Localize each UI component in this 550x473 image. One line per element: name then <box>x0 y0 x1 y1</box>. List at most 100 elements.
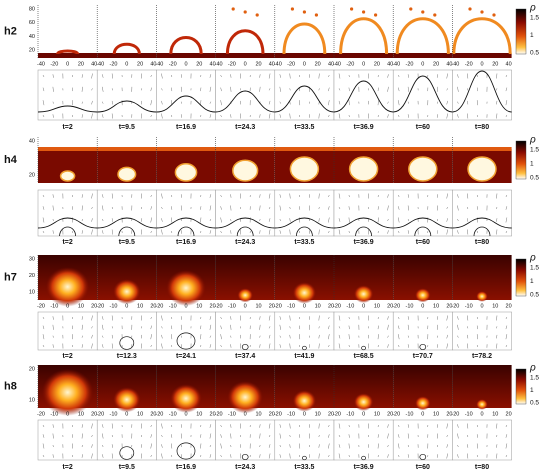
velocity-arrow <box>42 316 45 320</box>
velocity-arrow <box>171 217 173 223</box>
velocity-arrow <box>397 230 400 234</box>
velocity-arrow <box>200 114 202 118</box>
velocity-arrow <box>377 87 379 92</box>
velocity-arrow <box>338 100 341 105</box>
velocity-arrow <box>457 444 459 448</box>
x-tick-label: 20 <box>328 303 334 309</box>
velocity-arrow <box>387 230 389 234</box>
velocity-arrow <box>171 443 173 449</box>
vector-frame <box>156 69 216 121</box>
velocity-arrow <box>171 434 173 438</box>
glow <box>170 384 202 413</box>
velocity-arrow <box>259 335 261 338</box>
velocity-arrow <box>140 218 143 222</box>
vector-frame <box>392 189 453 237</box>
velocity-arrow <box>140 100 143 105</box>
vector-frame <box>274 69 335 121</box>
x-tick-label: 40 <box>210 61 216 67</box>
x-tick-label: -40 <box>274 61 282 67</box>
velocity-arrow <box>52 433 54 439</box>
velocity-arrow <box>81 316 83 320</box>
vector-frame <box>215 189 276 237</box>
time-label: t=33.5 <box>294 239 314 246</box>
velocity-arrow <box>338 326 341 329</box>
velocity-arrow <box>407 194 409 198</box>
velocity-arrow <box>387 205 389 211</box>
velocity-arrow <box>220 100 222 106</box>
velocity-arrow <box>496 206 498 210</box>
x-tick-label: 10 <box>315 303 321 309</box>
velocity-arrow <box>318 423 320 429</box>
glow <box>476 399 488 410</box>
velocity-arrow <box>230 444 232 448</box>
velocity-arrow <box>289 343 291 349</box>
velocity-arrow <box>161 434 163 438</box>
velocity-arrow <box>496 218 498 222</box>
droplet <box>409 7 413 11</box>
dense-layer <box>452 53 512 58</box>
velocity-arrow <box>81 344 83 348</box>
x-tick-label: -10 <box>287 411 295 417</box>
velocity-arrow <box>397 454 400 458</box>
velocity-arrow <box>230 424 232 428</box>
velocity-arrow <box>467 229 469 235</box>
y-tick-label: 40 <box>29 34 35 40</box>
velocity-arrow <box>200 316 202 320</box>
velocity-arrow <box>150 194 152 198</box>
droplet <box>314 13 318 17</box>
velocity-arrow <box>101 433 104 439</box>
velocity-arrow <box>328 334 330 340</box>
velocity-arrow <box>436 114 439 118</box>
colorbar-tick: 1 <box>530 161 534 168</box>
glow <box>112 387 141 413</box>
vector-frame <box>37 189 98 237</box>
velocity-arrow <box>150 443 152 449</box>
interface <box>215 217 275 229</box>
x-tick-label: -20 <box>37 411 45 417</box>
bubble-contour <box>119 336 135 350</box>
vector-frame <box>37 69 98 121</box>
x-tick-label: 10 <box>315 411 321 417</box>
x-tick-label: -20 <box>96 411 104 417</box>
velocity-arrow <box>230 86 232 92</box>
x-tick-label: -20 <box>333 411 341 417</box>
x-tick-label: -20 <box>274 411 282 417</box>
velocity-arrow <box>289 444 291 448</box>
x-tick-label: 0 <box>362 303 365 309</box>
x-tick-label: -10 <box>228 411 236 417</box>
velocity-arrow <box>150 434 152 438</box>
velocity-arrow <box>348 74 350 78</box>
velocity-arrow <box>111 434 113 438</box>
time-label: t=37.4 <box>235 353 255 360</box>
velocity-arrow <box>209 205 212 211</box>
velocity-arrow <box>200 194 202 198</box>
velocity-arrow <box>42 194 45 198</box>
vector-frame <box>392 69 453 121</box>
colorbar-tick: 1.5 <box>530 265 539 272</box>
x-tick-label: 20 <box>137 61 143 67</box>
velocity-arrow <box>268 113 271 119</box>
velocity-arrow <box>446 343 448 349</box>
velocity-arrow <box>279 218 282 222</box>
velocity-arrow <box>446 315 448 321</box>
velocity-arrow <box>220 443 222 449</box>
x-tick-label: 40 <box>91 61 97 67</box>
bubble-contour <box>119 446 135 460</box>
velocity-arrow <box>209 454 212 458</box>
velocity-arrow <box>101 454 104 458</box>
velocity-arrow <box>91 206 93 210</box>
velocity-arrow <box>407 454 409 458</box>
velocity-arrow <box>81 444 83 448</box>
time-label: t=9.5 <box>119 464 135 471</box>
time-label: t=36.9 <box>354 124 374 131</box>
x-tick-label: -10 <box>406 303 414 309</box>
velocity-arrow <box>91 100 93 105</box>
velocity-arrow <box>289 206 291 210</box>
velocity-arrow <box>407 444 409 448</box>
velocity-arrow <box>436 444 439 448</box>
velocity-arrow <box>348 434 350 438</box>
velocity-arrow <box>289 73 291 79</box>
glow <box>237 288 254 303</box>
velocity-arrow <box>407 230 409 234</box>
velocity-arrow <box>505 217 508 223</box>
